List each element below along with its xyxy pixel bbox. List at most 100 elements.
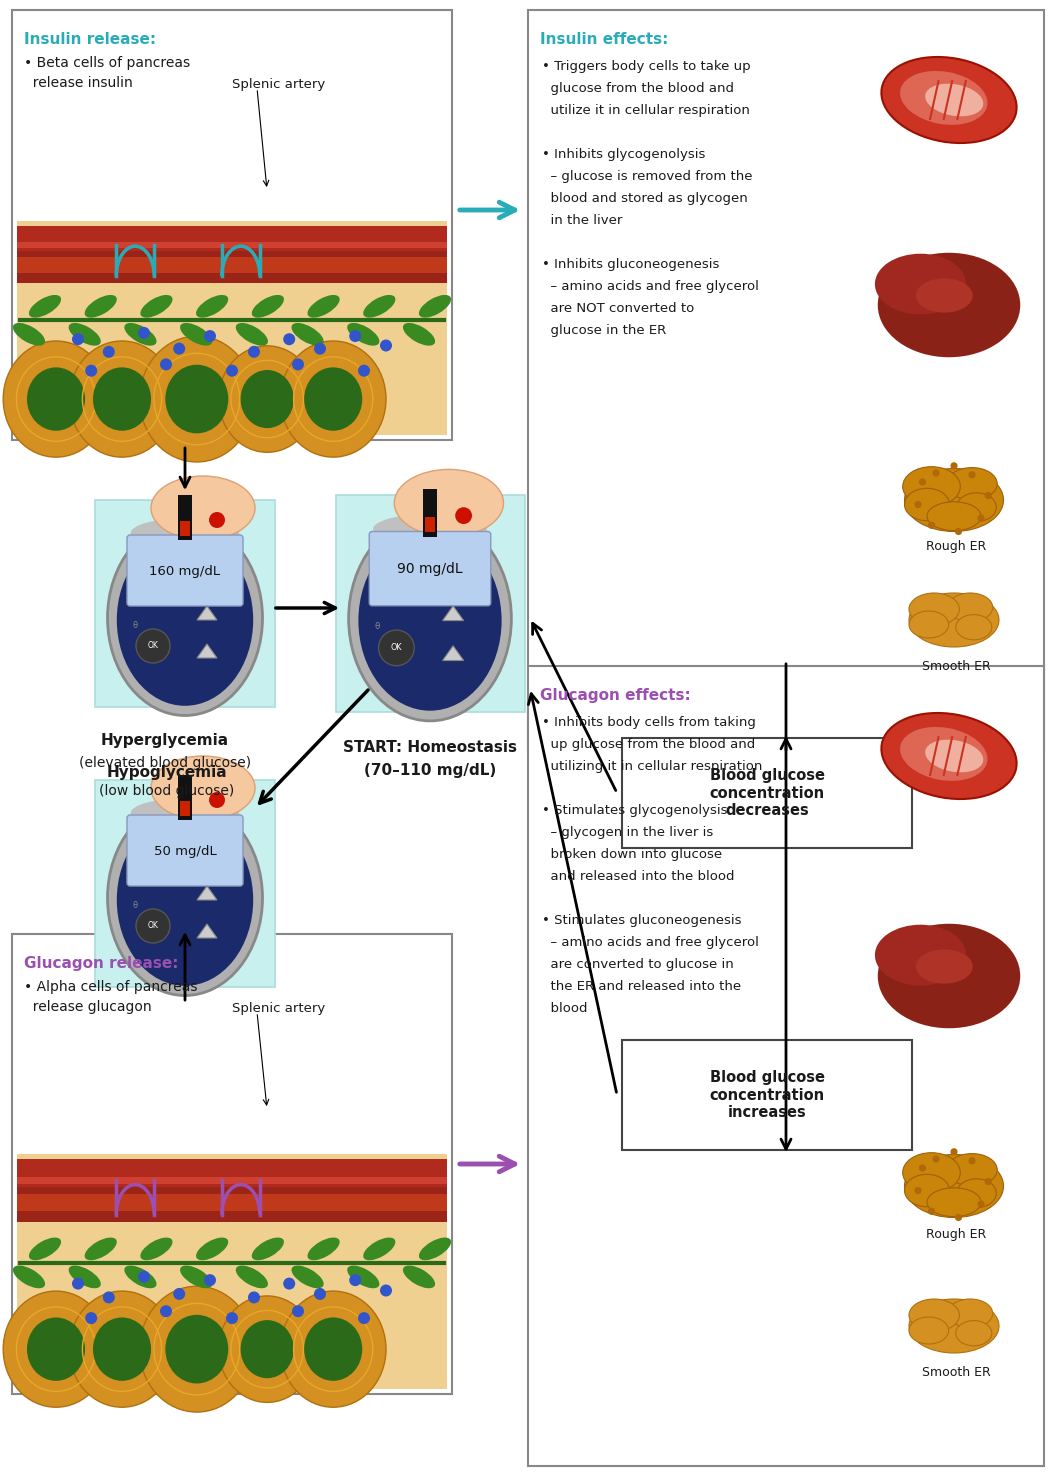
Bar [178,774,192,820]
Circle shape [933,1156,939,1163]
Ellipse shape [904,488,950,520]
Ellipse shape [904,469,1003,532]
Ellipse shape [292,322,324,346]
Ellipse shape [117,534,253,706]
Bar [423,489,437,537]
Ellipse shape [347,322,379,346]
Ellipse shape [13,322,45,346]
Ellipse shape [139,336,254,463]
Circle shape [136,630,170,664]
Text: up glucose from the blood and: up glucose from the blood and [542,738,756,751]
Circle shape [209,511,225,528]
Ellipse shape [69,1265,101,1289]
Bar [528,667,1045,1466]
Text: Splenic artery: Splenic artery [232,78,326,92]
Ellipse shape [916,278,973,313]
Ellipse shape [900,71,988,124]
Text: • Beta cells of pancreas: • Beta cells of pancreas [24,56,190,69]
Bar [335,495,525,712]
Bar [180,801,190,816]
Text: θ: θ [133,622,138,631]
Ellipse shape [904,1175,950,1206]
Text: blood and stored as glycogen: blood and stored as glycogen [542,192,747,205]
Ellipse shape [925,739,983,773]
Bar [17,1179,447,1221]
FancyBboxPatch shape [369,532,491,606]
Ellipse shape [909,610,949,638]
Ellipse shape [902,1153,960,1193]
Text: θ: θ [375,622,380,631]
Ellipse shape [358,531,502,711]
Text: • Inhibits body cells from taking: • Inhibits body cells from taking [542,715,756,729]
Polygon shape [443,606,464,621]
Ellipse shape [418,1237,451,1261]
Circle shape [969,1157,976,1165]
Circle shape [349,330,362,341]
Ellipse shape [418,296,451,318]
Circle shape [160,1305,172,1317]
Circle shape [284,1277,295,1290]
Text: Hyperglycemia: Hyperglycemia [101,733,229,748]
Circle shape [349,1274,362,1286]
Text: glucose from the blood and: glucose from the blood and [542,81,734,95]
Text: Blood glucose
concentration
increases: Blood glucose concentration increases [709,1070,824,1120]
Circle shape [380,1284,392,1296]
Circle shape [226,365,238,377]
Circle shape [380,340,392,352]
Bar [17,1194,447,1210]
Ellipse shape [27,368,85,430]
Text: are NOT converted to: are NOT converted to [542,302,695,315]
Circle shape [204,330,216,341]
Ellipse shape [948,593,993,622]
Text: • Inhibits glycogenolysis: • Inhibits glycogenolysis [542,148,705,161]
Text: Insulin release:: Insulin release: [24,33,156,47]
Polygon shape [197,924,217,939]
Ellipse shape [196,296,229,318]
Text: θ: θ [133,902,138,910]
Ellipse shape [124,322,157,346]
Ellipse shape [165,1315,229,1383]
Circle shape [378,630,414,665]
Bar [528,10,1045,748]
Ellipse shape [881,712,1017,800]
Ellipse shape [70,341,175,457]
Ellipse shape [28,296,61,318]
Text: Glucagon effects:: Glucagon effects: [540,687,690,704]
Polygon shape [197,644,217,658]
Ellipse shape [875,254,967,315]
Circle shape [284,333,295,346]
Ellipse shape [84,296,117,318]
Bar [178,495,192,539]
Ellipse shape [252,1237,284,1261]
Ellipse shape [124,1265,157,1289]
Text: – glycogen in the liver is: – glycogen in the liver is [542,826,714,840]
Text: Glucagon release:: Glucagon release: [24,956,178,971]
Text: Insulin effects:: Insulin effects: [540,33,668,47]
Text: • Alpha cells of pancreas: • Alpha cells of pancreas [24,980,197,995]
Polygon shape [197,606,217,619]
Ellipse shape [180,1265,212,1289]
Text: – glucose is removed from the: – glucose is removed from the [542,170,753,183]
Ellipse shape [84,1237,117,1261]
Ellipse shape [140,296,173,318]
Ellipse shape [902,467,960,507]
Ellipse shape [108,801,262,996]
Polygon shape [443,646,464,661]
Bar [12,934,452,1394]
Ellipse shape [928,503,981,531]
Circle shape [173,343,186,355]
Ellipse shape [875,925,967,986]
Ellipse shape [308,1237,339,1261]
Bar [622,1041,912,1150]
Text: glucose in the ER: glucose in the ER [542,324,666,337]
Ellipse shape [909,1317,949,1344]
Circle shape [103,346,115,358]
FancyBboxPatch shape [126,814,243,885]
Text: Smooth ER: Smooth ER [921,1366,991,1379]
Text: in the liver: in the liver [542,214,622,228]
Text: • Stimulates glycogenolysis: • Stimulates glycogenolysis [542,804,727,817]
Circle shape [977,514,984,522]
Circle shape [138,327,150,338]
Circle shape [248,1292,260,1304]
Bar [95,780,275,987]
